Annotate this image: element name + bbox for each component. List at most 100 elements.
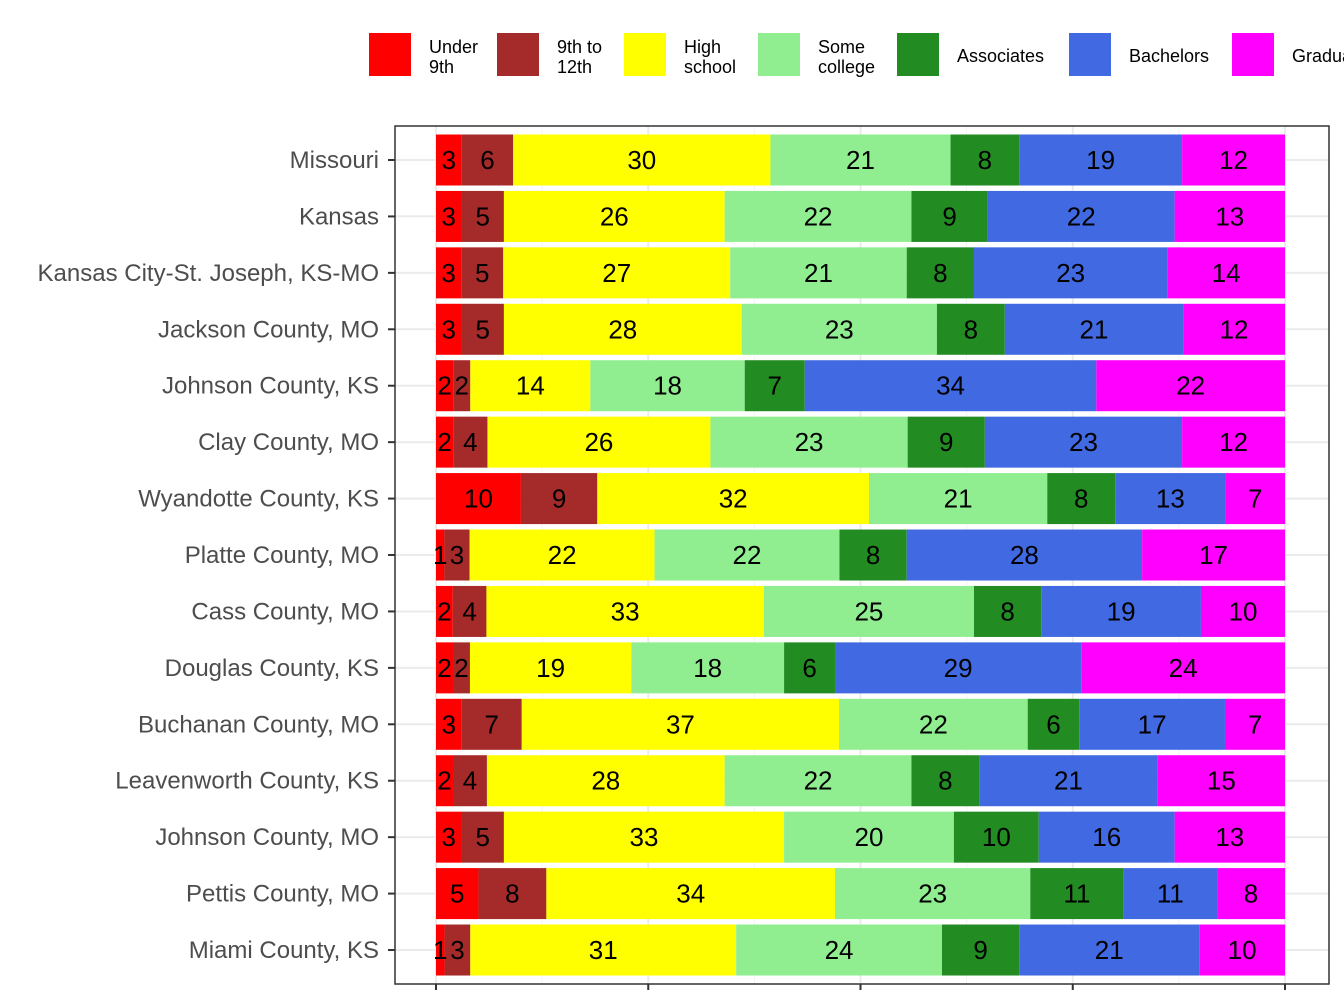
- bar-segment: [1224, 698, 1285, 750]
- legend-label: Some: [818, 37, 865, 57]
- bar-segment: [1217, 868, 1285, 920]
- bar-segment: [436, 698, 462, 750]
- data-label: 28: [608, 314, 637, 344]
- bar-segment: [436, 473, 521, 525]
- data-label: 14: [1212, 258, 1241, 288]
- bar-segment: [436, 868, 479, 920]
- legend-label: Under: [429, 37, 478, 57]
- bar-segment: [1115, 473, 1226, 525]
- data-label: 21: [846, 145, 875, 175]
- bar-segment: [1174, 190, 1285, 242]
- bar-segment: [453, 360, 471, 412]
- bar-segment: [911, 190, 988, 242]
- bar-segment: [950, 134, 1020, 186]
- bar-segment: [835, 642, 1082, 694]
- data-label: 24: [1169, 653, 1198, 683]
- bar-segment: [436, 303, 462, 355]
- data-label: 2: [437, 371, 451, 401]
- data-label: 3: [441, 258, 455, 288]
- data-label: 9: [973, 935, 987, 965]
- legend-label: college: [818, 57, 875, 77]
- data-label: 3: [442, 201, 456, 231]
- bar-segment: [1030, 868, 1124, 920]
- bar-segment: [478, 868, 547, 920]
- data-label: 9: [939, 427, 953, 457]
- data-label: 4: [462, 596, 476, 626]
- data-label: 22: [804, 766, 833, 796]
- bar-segment: [1182, 134, 1285, 186]
- data-label: 2: [437, 766, 451, 796]
- bar-segment: [770, 134, 951, 186]
- data-label: 2: [454, 371, 468, 401]
- bar-segment: [835, 868, 1031, 920]
- data-label: 8: [1244, 879, 1258, 909]
- bar-segment: [452, 585, 487, 637]
- y-tick-label: Kansas City-St. Joseph, KS-MO: [38, 260, 379, 287]
- bar-segment: [1157, 755, 1285, 807]
- data-label: 21: [1054, 766, 1083, 796]
- y-tick-label: Douglas County, KS: [165, 655, 379, 682]
- bar-segment: [710, 416, 908, 468]
- data-label: 7: [1248, 709, 1262, 739]
- y-tick-label: Wyandotte County, KS: [138, 486, 379, 513]
- data-label: 8: [505, 879, 519, 909]
- bar-segment: [1167, 247, 1285, 299]
- bar-segment: [1182, 416, 1285, 468]
- data-label: 9: [942, 201, 956, 231]
- data-label: 17: [1138, 709, 1167, 739]
- legend-label: 12th: [557, 57, 592, 77]
- bar-segment: [1019, 134, 1183, 186]
- bar-segment: [1038, 811, 1175, 863]
- data-label: 6: [480, 145, 494, 175]
- data-label: 11: [1157, 879, 1184, 909]
- data-label: 19: [536, 653, 565, 683]
- data-label: 23: [918, 879, 947, 909]
- bar-segment: [1183, 303, 1285, 355]
- data-label: 5: [475, 201, 489, 231]
- data-label: 18: [693, 653, 722, 683]
- bar-segment: [724, 190, 912, 242]
- data-label: 22: [548, 540, 577, 570]
- data-label: 28: [1010, 540, 1039, 570]
- data-label: 14: [516, 371, 545, 401]
- bar-segment: [784, 811, 954, 863]
- data-label: 2: [437, 653, 451, 683]
- data-label: 22: [804, 201, 833, 231]
- data-label: 21: [1095, 935, 1124, 965]
- bar-segment: [436, 360, 454, 412]
- y-tick-label: Clay County, MO: [198, 429, 379, 456]
- bar-segment: [973, 247, 1168, 299]
- data-label: 19: [1107, 596, 1136, 626]
- data-label: 23: [1056, 258, 1085, 288]
- data-label: 33: [630, 822, 659, 852]
- data-label: 33: [611, 596, 640, 626]
- bar-segment: [503, 247, 731, 299]
- data-label: 8: [933, 258, 947, 288]
- bar-segment: [469, 529, 655, 581]
- data-label: 5: [475, 258, 489, 288]
- y-tick-label: Johnson County, KS: [162, 373, 379, 400]
- data-label: 29: [944, 653, 973, 683]
- data-label: 9: [552, 484, 566, 514]
- bar-segment: [1199, 924, 1285, 976]
- bar-segment: [461, 134, 514, 186]
- bar-segment: [868, 473, 1048, 525]
- data-label: 19: [1086, 145, 1115, 175]
- bar-segment: [906, 529, 1143, 581]
- legend-label: school: [684, 57, 736, 77]
- data-label: 2: [437, 427, 451, 457]
- data-label: 8: [1000, 596, 1014, 626]
- data-label: 28: [591, 766, 620, 796]
- bar-segment: [436, 585, 453, 637]
- bar-segment: [911, 755, 980, 807]
- data-label: 16: [1092, 822, 1121, 852]
- bar-segment: [469, 642, 632, 694]
- bar-segment: [461, 811, 504, 863]
- data-label: 2: [454, 653, 468, 683]
- data-label: 12: [1220, 314, 1249, 344]
- data-label: 12: [1219, 145, 1248, 175]
- bar-segment: [461, 698, 522, 750]
- y-tick-label: Platte County, MO: [185, 542, 379, 569]
- data-label: 5: [475, 314, 489, 344]
